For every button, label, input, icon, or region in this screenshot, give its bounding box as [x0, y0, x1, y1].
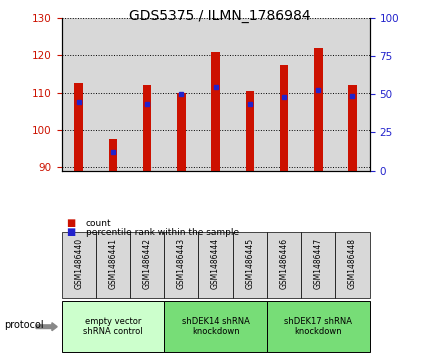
Text: ■: ■	[66, 227, 75, 237]
Text: GSM1486446: GSM1486446	[279, 237, 289, 289]
Text: GSM1486444: GSM1486444	[211, 237, 220, 289]
Text: GSM1486440: GSM1486440	[74, 237, 83, 289]
Bar	[314, 48, 323, 171]
Bar	[164, 18, 198, 171]
Bar	[198, 18, 233, 171]
Text: GSM1486441: GSM1486441	[108, 237, 117, 289]
Bar	[246, 91, 254, 171]
Bar	[130, 18, 164, 171]
Text: count: count	[86, 219, 111, 228]
Bar	[335, 18, 370, 171]
Bar	[74, 83, 83, 171]
Bar	[233, 18, 267, 171]
Bar	[211, 52, 220, 171]
Text: GDS5375 / ILMN_1786984: GDS5375 / ILMN_1786984	[129, 9, 311, 23]
Text: GSM1486447: GSM1486447	[314, 237, 323, 289]
Bar	[96, 18, 130, 171]
Bar	[62, 18, 96, 171]
Text: ■: ■	[66, 218, 75, 228]
Bar	[267, 18, 301, 171]
Text: shDEK14 shRNA
knockdown: shDEK14 shRNA knockdown	[182, 317, 249, 337]
Text: shDEK17 shRNA
knockdown: shDEK17 shRNA knockdown	[284, 317, 352, 337]
Text: GSM1486445: GSM1486445	[246, 237, 254, 289]
Bar	[109, 139, 117, 171]
Text: GSM1486442: GSM1486442	[143, 237, 152, 289]
Text: protocol: protocol	[4, 320, 44, 330]
Bar	[301, 18, 335, 171]
Bar	[143, 85, 151, 171]
Text: empty vector
shRNA control: empty vector shRNA control	[83, 317, 143, 337]
Bar	[280, 65, 288, 171]
Text: GSM1486443: GSM1486443	[177, 237, 186, 289]
Bar	[348, 85, 357, 171]
Bar	[177, 93, 186, 171]
Text: percentile rank within the sample: percentile rank within the sample	[86, 228, 239, 237]
Text: GSM1486448: GSM1486448	[348, 237, 357, 289]
